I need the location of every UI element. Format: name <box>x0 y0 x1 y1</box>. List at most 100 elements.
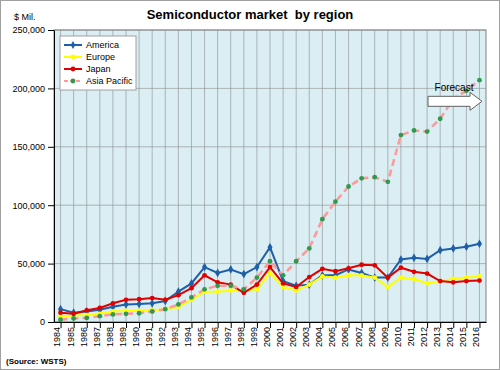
source: (Source: WSTS) <box>6 357 67 366</box>
plot-background <box>54 30 486 322</box>
axis-line <box>54 31 55 323</box>
marker <box>477 78 482 83</box>
marker <box>307 280 312 289</box>
marker <box>372 175 377 180</box>
x-axis: 1984198519861987198819891990199119921993… <box>52 322 486 347</box>
tick-label: 1987 <box>92 327 102 347</box>
series-line <box>61 80 480 319</box>
tick: 1986 <box>79 322 89 347</box>
tick-label: 2005 <box>327 327 337 347</box>
tick-label: 50,000 <box>17 259 45 269</box>
tick: 0 <box>40 317 54 327</box>
tick-label: 2007 <box>354 327 364 347</box>
marker <box>255 275 260 280</box>
marker <box>97 306 102 311</box>
marker <box>281 273 286 278</box>
marker <box>398 255 403 264</box>
tick: 2016 <box>471 322 481 347</box>
series-line <box>61 244 480 313</box>
marker <box>425 271 430 276</box>
tick: 2014 <box>445 322 455 347</box>
tick: 1988 <box>105 322 115 347</box>
tick: 2008 <box>367 322 377 347</box>
grid-line <box>296 30 297 322</box>
marker <box>438 279 443 284</box>
marker <box>346 273 351 278</box>
tick: 250,000 <box>12 25 54 35</box>
legend-marker <box>71 55 76 60</box>
grid-line <box>440 30 441 322</box>
tick-label: 0 <box>40 317 45 327</box>
legend: AmericaEuropeJapanAsia Pacific <box>60 36 136 90</box>
marker <box>359 176 364 181</box>
marker <box>307 275 312 280</box>
marker <box>385 275 390 280</box>
marker <box>137 297 142 302</box>
grid-line <box>348 30 349 322</box>
marker <box>359 262 364 267</box>
marker <box>385 285 390 290</box>
chart: 050,000100,000150,000200,000250,00019841… <box>0 0 500 370</box>
tick-label: 2013 <box>432 327 442 347</box>
tick: 1991 <box>144 322 154 347</box>
tick: 1992 <box>157 322 167 347</box>
legend-label: Asia Pacific <box>86 76 133 86</box>
marker <box>359 269 364 278</box>
marker <box>150 309 155 314</box>
tick-label: 2000 <box>262 327 272 347</box>
marker <box>399 133 404 138</box>
tick: 2000 <box>262 322 272 347</box>
tick-label: 1991 <box>144 327 154 347</box>
marker <box>372 263 377 268</box>
marker <box>268 271 273 276</box>
tick-mark <box>48 147 54 148</box>
marker <box>412 269 417 274</box>
marker <box>438 116 443 121</box>
marker <box>333 275 338 280</box>
marker <box>84 316 89 321</box>
marker <box>255 287 260 292</box>
legend-marker <box>71 79 76 84</box>
marker <box>176 293 181 298</box>
tick: 2009 <box>380 322 390 347</box>
marker <box>255 282 260 287</box>
marker <box>333 199 338 204</box>
tick-label: 1988 <box>105 327 115 347</box>
annotation-arrow <box>428 92 482 110</box>
tick: 2001 <box>275 322 285 347</box>
marker <box>176 302 181 307</box>
grid-line <box>152 30 153 322</box>
annotation-text: Forecast <box>435 82 474 93</box>
marker <box>202 273 207 278</box>
marker <box>202 287 207 292</box>
tick-label: 2012 <box>419 327 429 347</box>
tick: 1987 <box>92 322 102 347</box>
marker <box>372 275 377 280</box>
tick-mark <box>48 322 54 323</box>
series-line <box>61 273 480 316</box>
grid-line <box>217 30 218 322</box>
grid-line <box>191 30 192 322</box>
grid <box>54 30 486 322</box>
marker <box>71 311 76 316</box>
tick: 1993 <box>170 322 180 347</box>
marker <box>307 246 312 251</box>
marker <box>346 184 351 189</box>
marker <box>163 297 168 302</box>
marker <box>163 297 168 306</box>
tick-label: 2002 <box>288 327 298 347</box>
tick-label: 250,000 <box>12 25 45 35</box>
marker <box>412 128 417 133</box>
marker <box>438 246 443 255</box>
marker <box>215 283 220 288</box>
tick-label: 2016 <box>471 327 481 347</box>
tick: 1985 <box>66 322 76 347</box>
marker <box>124 311 129 316</box>
tick-label: 1999 <box>249 327 259 347</box>
grid-line <box>178 30 179 322</box>
tick-label: 100,000 <box>12 201 45 211</box>
marker <box>241 287 246 292</box>
marker <box>111 301 116 306</box>
marker <box>163 307 168 312</box>
tick: 2002 <box>288 322 298 347</box>
